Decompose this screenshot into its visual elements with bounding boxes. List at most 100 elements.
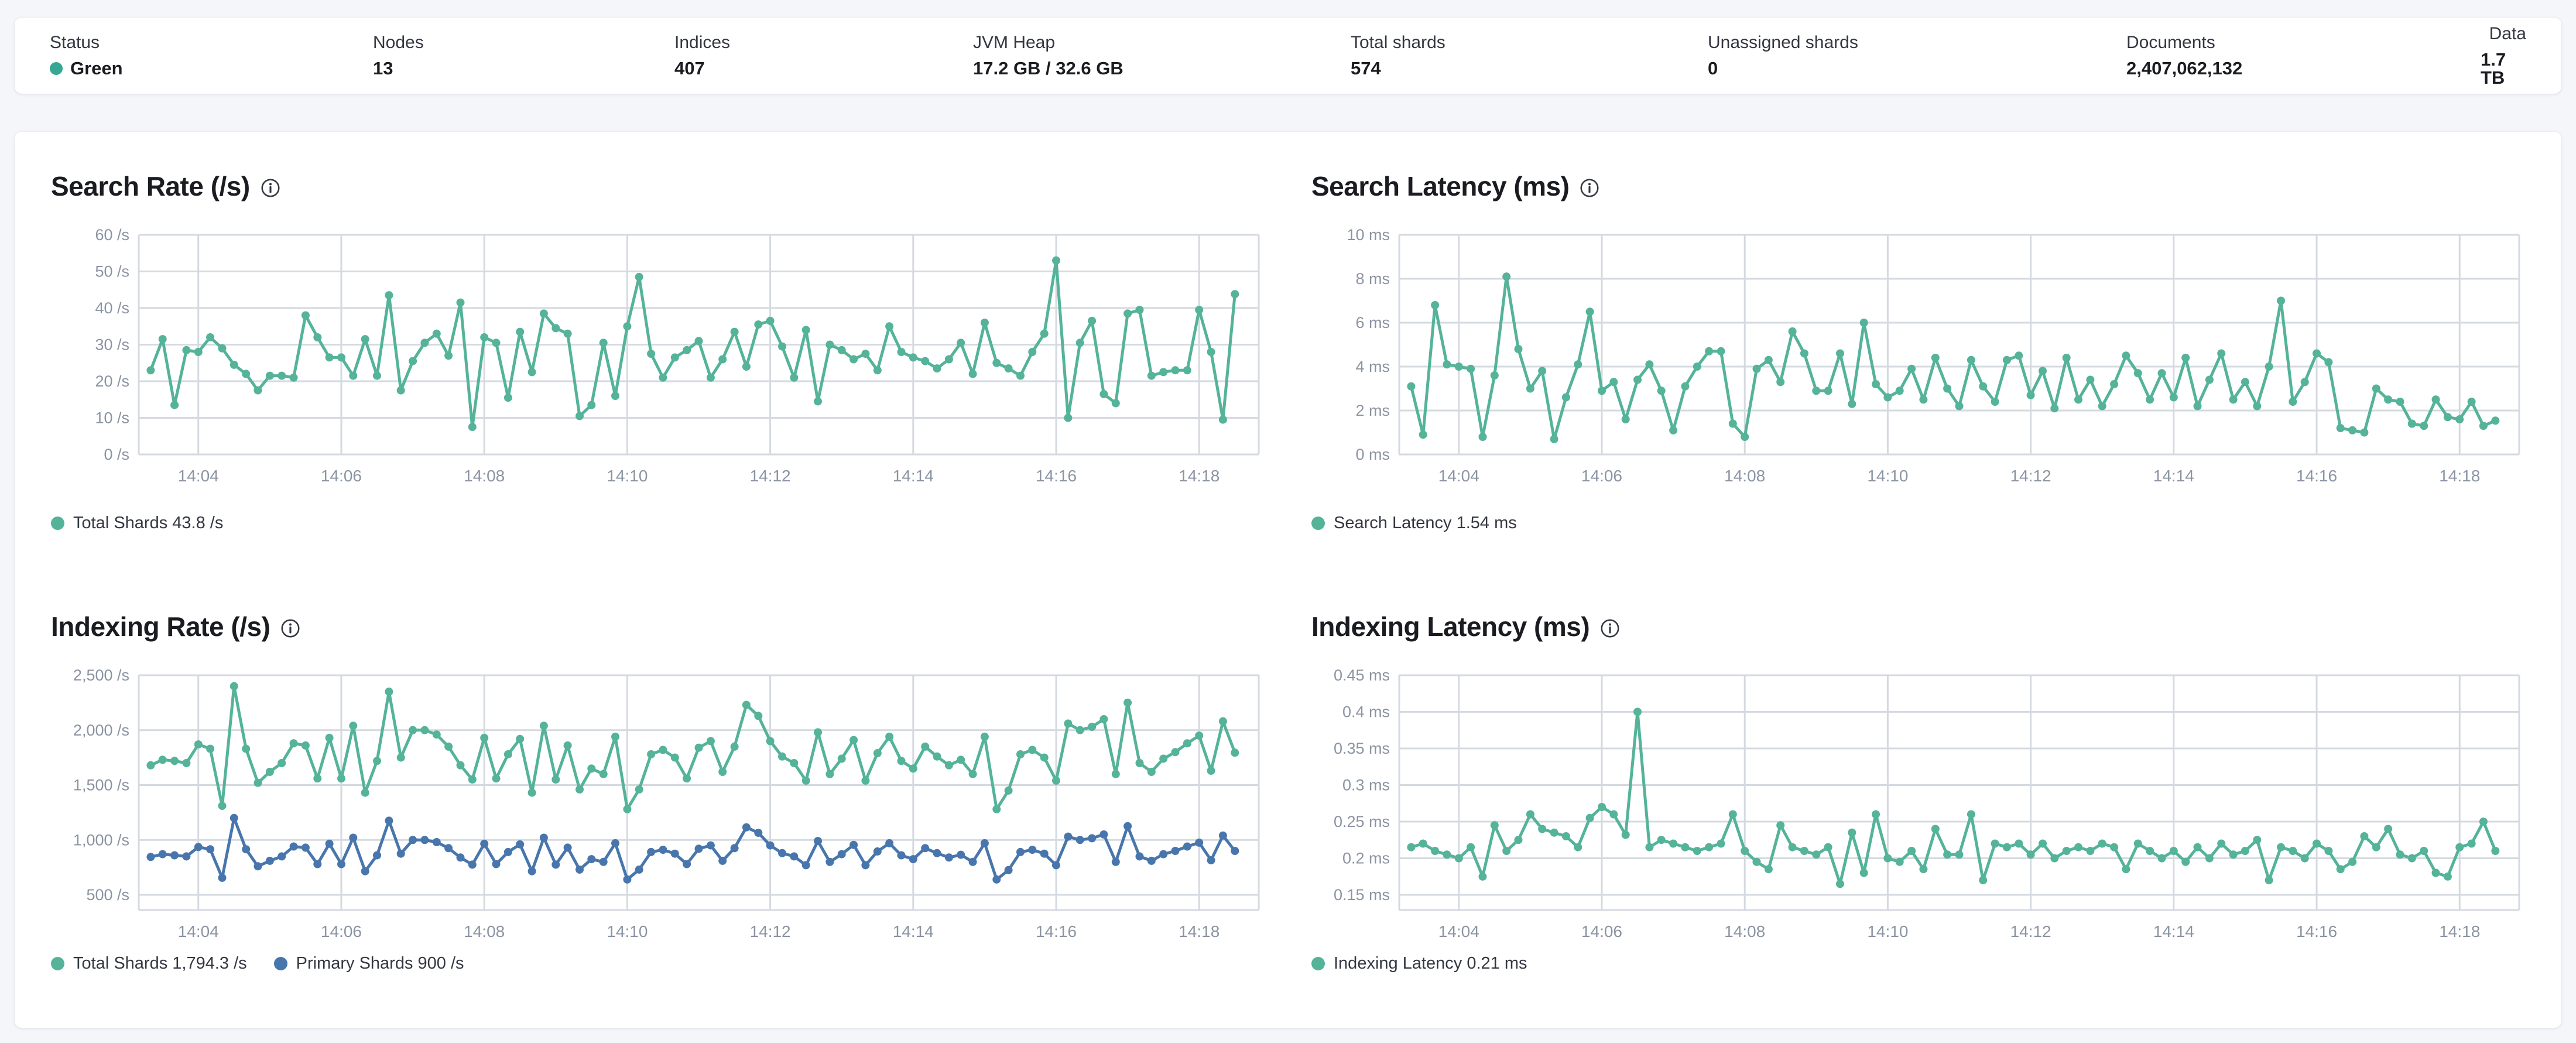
data-point [1135,306,1144,314]
data-point [754,712,763,720]
data-point [325,353,334,362]
data-point [2050,854,2059,863]
info-icon[interactable] [261,178,280,198]
data-point [2062,354,2071,362]
data-point [1955,402,1964,411]
data-point [576,865,584,874]
y-axis-tick-label: 1,000 /s [73,831,129,849]
stat-value-text: 17.2 GB / 32.6 GB [973,58,1123,78]
data-point [1064,719,1073,728]
data-point [2300,378,2309,387]
data-point [2205,854,2214,863]
data-point [1717,839,1725,848]
data-point [1728,810,1737,819]
data-point [921,742,930,751]
data-point [1681,382,1690,391]
data-point [944,761,953,770]
info-icon[interactable] [1580,178,1599,198]
data-point [670,849,679,858]
legend-dot-icon [1311,957,1325,970]
data-point [1693,847,1701,855]
x-axis-tick-label: 14:14 [893,467,934,485]
legend-dot-icon [51,517,64,530]
data-point [2241,378,2249,387]
data-point [1419,430,1427,439]
data-point [480,839,489,848]
data-point [1598,803,1606,811]
data-point [1883,854,1892,863]
x-axis-tick-label: 14:14 [2153,922,2194,939]
data-point [218,802,227,811]
data-point [1848,399,1856,408]
chart-canvas-indexing-rate[interactable]: 2,500 /s 2,000 /s 1,500 /s 1,000 /s 500 /s 14… [51,664,1265,939]
chart-title-search-rate: Search Rate (/s) [51,171,250,201]
chart-canvas-search-rate[interactable]: 60 /s 50 /s 40 /s 30 /s 20 /s 10 /s 0 /s 14:04 1… [51,223,1265,498]
x-axis-tick-label: 14:08 [1724,467,1765,485]
chart-search-rate: Search Rate (/s) 60 /s 50 /s 40 /s 30 /s 20 /… [51,166,1265,553]
info-icon[interactable] [280,618,300,638]
data-point [432,838,441,846]
chart-canvas-indexing-latency[interactable]: 0.45 ms 0.4 ms 0.35 ms 0.3 ms 0.25 ms 0.2 ms 0… [1311,664,2525,939]
data-point [2467,398,2476,406]
data-point [1075,726,1084,734]
data-point [909,353,917,362]
data-point [182,759,191,767]
data-point [611,733,619,741]
x-axis-tick-label: 14:10 [1867,922,1908,939]
data-point [909,764,917,773]
data-point [980,839,989,847]
data-point [2384,395,2393,404]
data-point [1159,850,1168,859]
data-point [1907,847,1916,855]
stat-unassigned-shards: Unassigned shards 0 [1708,33,2126,78]
data-point [492,774,501,783]
data-point [790,373,799,382]
data-point [480,333,489,341]
data-point [2313,839,2321,848]
data-point [1123,822,1132,830]
data-point [170,851,179,860]
data-point [587,764,596,773]
stat-value: Green [50,59,373,77]
info-icon[interactable] [1600,618,1620,638]
data-point [2122,351,2130,360]
data-point [1218,831,1227,840]
data-point [801,861,810,870]
data-point [1052,256,1060,265]
data-point [683,774,691,783]
data-point [1004,786,1013,795]
data-point [2348,857,2357,866]
stat-value-text: 574 [1351,58,1381,78]
data-point [1195,306,1204,314]
data-point [492,338,501,347]
data-point [229,360,238,369]
chart-canvas-search-latency[interactable]: 10 ms 8 ms 6 ms 4 ms 2 ms 0 ms 14:04 14:06 14:08… [1311,223,2525,498]
data-point [885,839,894,847]
data-point [1419,839,1427,848]
y-axis-tick-label: 0.45 ms [1334,666,1390,684]
data-point [647,750,656,758]
data-point [2229,850,2238,859]
data-point [146,853,155,861]
data-point [1159,368,1168,377]
data-point [254,862,262,871]
data-point [1836,349,1844,358]
data-point [1561,832,1570,840]
chart-title-indexing-latency: Indexing Latency (ms) [1311,611,1590,642]
data-point [2217,349,2226,358]
y-axis-tick-label: 2,500 /s [73,666,129,684]
data-point [2407,419,2416,428]
data-point [503,847,512,856]
data-point [1895,387,1904,395]
x-axis-tick-label: 14:08 [464,922,505,939]
stat-label: Unassigned shards [1708,33,1858,52]
data-point [1231,748,1239,757]
data-point [957,850,965,859]
data-point [527,867,536,876]
data-point [897,851,906,860]
data-point [1764,355,1773,364]
stat-label: Data [2489,23,2526,43]
data-point [1776,821,1785,830]
data-point [325,733,334,742]
data-point [2039,839,2047,848]
